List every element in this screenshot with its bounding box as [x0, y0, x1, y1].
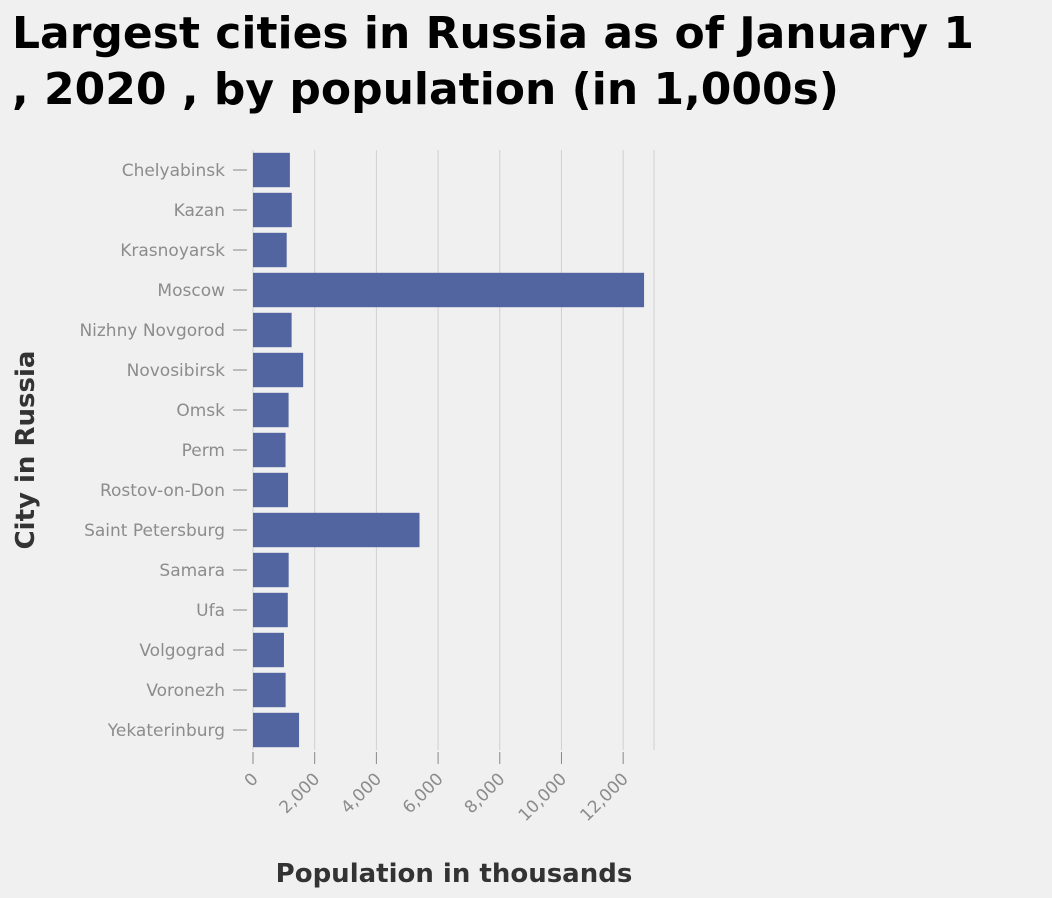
x-tick-label: 10,000 [515, 769, 571, 825]
y-tick-label: Ufa [196, 601, 225, 621]
y-axis-tick-labels: Chelyabinsk Kazan Krasnoyarsk Moscow Nizhny … [79, 161, 225, 741]
y-tick-label: Omsk [176, 401, 225, 421]
y-tick-label: Krasnoyarsk [120, 241, 225, 261]
x-axis-title: Population in thousands [276, 859, 633, 889]
y-tick-label: Voronezh [146, 681, 225, 701]
y-tick-label: Kazan [174, 201, 225, 221]
bar [253, 632, 284, 668]
bar [253, 152, 290, 188]
bar [253, 192, 292, 228]
y-tick-label: Samara [159, 561, 225, 581]
y-tick-label: Saint Petersburg [84, 521, 225, 541]
bars [253, 152, 645, 748]
y-tick-label: Perm [182, 441, 225, 461]
x-tick-label: 0 [241, 769, 263, 791]
x-tick-label: 6,000 [399, 769, 448, 818]
y-tick-label: Volgograd [139, 641, 225, 661]
y-axis-title: City in Russia [11, 351, 41, 550]
x-tick-label: 8,000 [461, 769, 510, 818]
y-tick-label: Rostov-on-Don [100, 481, 225, 501]
x-tick-label: 12,000 [576, 769, 632, 825]
x-tick-label: 4,000 [337, 769, 386, 818]
bar [253, 592, 288, 628]
x-tick-label: 2,000 [276, 769, 325, 818]
y-tick-label: Moscow [157, 281, 225, 301]
bar [253, 352, 304, 388]
y-tick-label: Yekaterinburg [107, 721, 225, 741]
bar [253, 232, 287, 268]
bar [253, 512, 420, 548]
bar [253, 312, 292, 348]
bar [253, 472, 289, 508]
chart-title: Largest cities in Russia as of January 1… [12, 8, 974, 115]
bar [253, 552, 289, 588]
bar [253, 712, 300, 748]
y-tick-label: Novosibirsk [127, 361, 226, 381]
y-tick-label: Nizhny Novgorod [79, 321, 225, 341]
bar [253, 432, 286, 468]
bar [253, 272, 645, 308]
bar [253, 672, 286, 708]
bar [253, 392, 289, 428]
grid-lines [252, 150, 655, 750]
axes [233, 169, 624, 764]
x-axis-tick-labels: 0 2,000 4,000 6,000 8,000 10,000 12,000 [241, 769, 633, 825]
y-tick-label: Chelyabinsk [122, 161, 225, 181]
